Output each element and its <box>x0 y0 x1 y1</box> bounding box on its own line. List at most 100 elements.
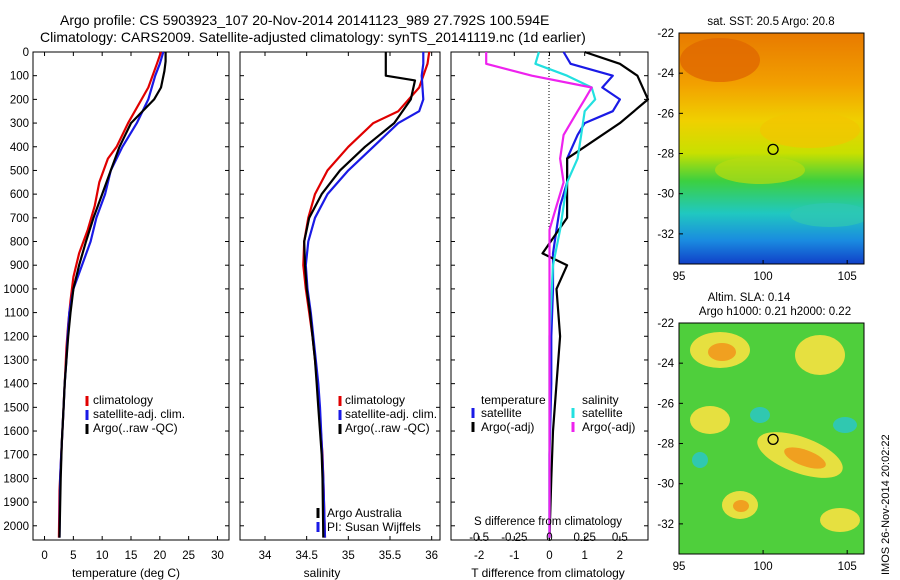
difference-panel: -2 -1 0 1 2 S difference from climatology -0… <box>450 50 650 580</box>
sla-map-frame <box>678 322 865 555</box>
legend-label-sal-argo: Argo(-adj) <box>582 420 635 434</box>
lon-tick-label: 95 <box>673 271 686 283</box>
depth-tick-label: 1100 <box>4 308 29 320</box>
depth-axis: 0 100 200 300 400 500 600 700 800 900 1000 1100 1200… <box>3 47 229 533</box>
lat-tick-label: -26 <box>657 398 674 410</box>
lat-tick-label: -22 <box>657 28 674 40</box>
lat-tick-label: -24 <box>657 358 674 370</box>
depth-tick-label: 1600 <box>3 426 29 438</box>
depth-tick-label: 1400 <box>3 379 29 391</box>
sst-lime-patch <box>715 156 805 184</box>
difference-legend: temperature salinity satellite satellite… <box>471 393 635 434</box>
sla-map: -22 -24 -26 -28 -30 -32 95 100 105 Altim. SLA: 0… <box>657 292 865 573</box>
legend-label-temp-argo: Argo(-adj) <box>481 420 534 434</box>
figure-title-line-1: Argo profile: CS 5903923_107 20-Nov-2014… <box>60 12 550 28</box>
sst-field <box>679 33 864 264</box>
difference-x-axis: -2 -1 0 1 2 <box>474 52 623 562</box>
lat-tick-label: -26 <box>657 108 674 120</box>
s-difference-tick-label: -0.5 <box>469 532 489 544</box>
sal-legend-label-satellite-clim: satellite-adj. clim. <box>345 407 437 421</box>
lon-tick-label: 95 <box>673 561 686 573</box>
sla-field <box>679 323 864 554</box>
sst-map-ticks: -22 -24 -26 -28 -30 -32 95 100 105 <box>657 28 856 283</box>
depth-tick-label: 1800 <box>3 473 29 485</box>
imos-timestamp: IMOS 26-Nov-2014 20:02:22 <box>880 434 892 575</box>
series-line-climatology <box>57 51 163 538</box>
temperature-legend: climatology satellite-adj. clim. Argo(..… <box>85 393 185 435</box>
x-tick-label: -2 <box>474 550 484 562</box>
x-tick-label: 2 <box>617 550 623 562</box>
sla-map-title-1: Altim. SLA: 0.14 <box>708 292 791 304</box>
lon-tick-label: 100 <box>753 271 772 283</box>
salinity-panel: 34 34.5 35 35.5 36 salinity climatology sate… <box>239 51 441 580</box>
lon-tick-label: 100 <box>753 561 772 573</box>
depth-tick-label: 1000 <box>3 284 29 296</box>
salinity-lines <box>302 51 431 538</box>
x-tick-label: 35 <box>342 550 355 562</box>
salinity-legend: climatology satellite-adj. clim. Argo(..… <box>338 393 437 435</box>
salinity-axes-frame <box>239 51 441 541</box>
x-tick-label: 36 <box>425 550 438 562</box>
x-tick-label: 34 <box>259 550 272 562</box>
depth-tick-label: 1300 <box>3 355 29 367</box>
lon-tick-label: 105 <box>838 561 857 573</box>
difference-lines <box>485 50 650 538</box>
series-line-temperature-argo-adj- <box>541 50 650 538</box>
s-difference-tick-label: 0.5 <box>612 532 628 544</box>
x-tick-label: 30 <box>211 550 224 562</box>
lat-tick-label: -32 <box>657 229 674 241</box>
sla-low-1 <box>750 407 770 423</box>
x-tick-label: 5 <box>70 550 76 562</box>
legend-label-argo: Argo(..raw -QC) <box>93 421 178 435</box>
sal-legend-label-argo: Argo(..raw -QC) <box>345 421 430 435</box>
x-tick-label: 34.5 <box>295 550 317 562</box>
lat-tick-label: -24 <box>657 68 674 80</box>
depth-tick-label: 900 <box>10 260 29 272</box>
s-difference-tick-label: 0 <box>546 532 552 544</box>
depth-tick-label: 2000 <box>3 521 29 533</box>
salinity-x-axis: 34 34.5 35 35.5 36 <box>259 52 438 562</box>
sla-blob-4-core <box>784 447 826 469</box>
series-line-satellite-adj-clim- <box>58 51 165 538</box>
depth-tick-label: 100 <box>10 71 29 83</box>
x-tick-label: -1 <box>509 550 519 562</box>
sst-teal-patch <box>790 203 864 227</box>
lat-tick-label: -30 <box>657 479 674 491</box>
s-difference-tick-label: 0.25 <box>573 532 595 544</box>
sal-legend-label-climatology: climatology <box>345 393 405 407</box>
figure-title-line-2: Climatology: CARS2009. Satellite-adjuste… <box>40 29 586 45</box>
sla-low-2 <box>833 417 857 433</box>
depth-tick-label: 1200 <box>3 331 29 343</box>
s-difference-label: S difference from climatology <box>474 516 622 528</box>
depth-tick-label: 600 <box>10 189 29 201</box>
series-line-salinity-argo-adj- <box>485 52 593 538</box>
sla-argo-location-marker <box>767 433 779 445</box>
x-tick-label: 1 <box>581 550 587 562</box>
x-tick-label: 25 <box>182 550 195 562</box>
legend-temperature-heading: temperature <box>481 393 546 407</box>
salinity-xlabel: salinity <box>304 566 341 580</box>
depth-tick-label: 500 <box>10 165 29 177</box>
sla-blob-3 <box>690 406 730 434</box>
depth-tick-label: 200 <box>10 94 29 106</box>
series-line-argo-raw-qc- <box>58 52 167 538</box>
series-line-salinity-satellite <box>534 51 597 538</box>
sst-warm-patch <box>680 38 760 82</box>
temperature-xlabel: temperature (deg C) <box>72 566 180 580</box>
series-line-satellite-adj-clim- <box>304 52 425 538</box>
argo-australia-note: Argo Australia <box>327 506 402 520</box>
sst-map-title: sat. SST: 20.5 Argo: 20.8 <box>707 16 834 28</box>
lat-tick-label: -32 <box>657 519 674 531</box>
s-difference-ticks: -0.5 -0.25 0 0.25 0.5 <box>469 532 628 544</box>
sla-blob-2 <box>795 335 845 375</box>
sla-blob-5-core <box>733 500 749 512</box>
depth-tick-label: 800 <box>10 237 29 249</box>
pi-note: PI: Susan Wijffels <box>327 520 421 534</box>
s-difference-tick-label: -0.25 <box>501 532 527 544</box>
depth-tick-label: 400 <box>10 142 29 154</box>
sst-map: -22 -24 -26 -28 -30 -32 95 100 105 sat. SST: 20.… <box>657 16 865 283</box>
sst-yellow-patch <box>760 112 860 148</box>
sla-map-title-2: Argo h1000: 0.21 h2000: 0.22 <box>699 306 851 318</box>
temperature-panel: 0100200300400500600700800900100011001200… <box>3 47 230 580</box>
